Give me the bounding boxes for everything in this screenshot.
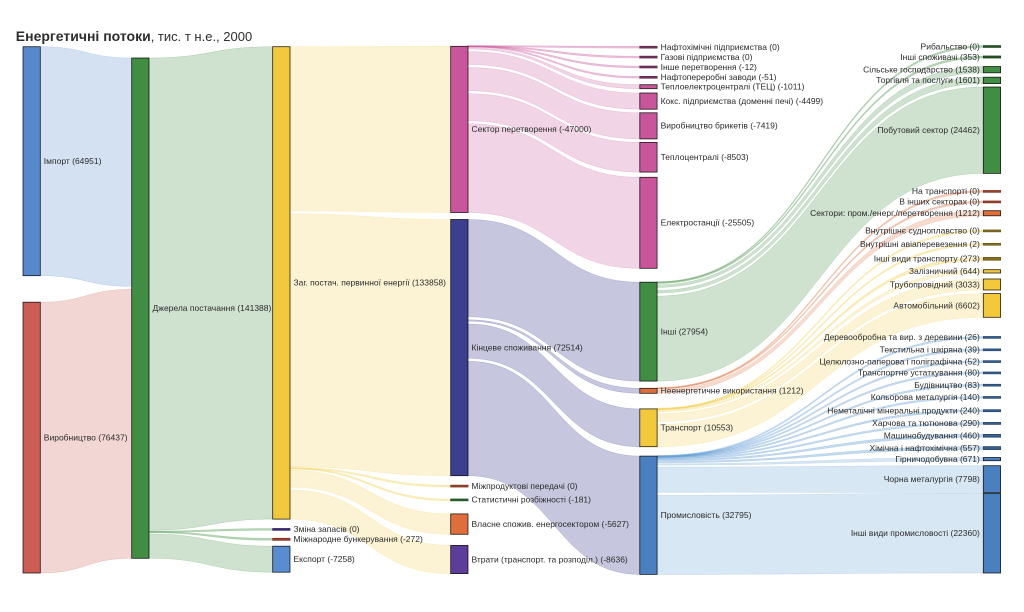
svg-text:Неенергетичне використання (12: Неенергетичне використання (1212) [661,386,804,396]
svg-text:Кольорова металургія (140): Кольорова металургія (140) [871,392,980,402]
svg-text:Виробництво (76437): Виробництво (76437) [44,432,128,442]
svg-text:Інші (27954): Інші (27954) [661,326,709,336]
svg-text:Внутрішнє судноплавство (0): Внутрішнє судноплавство (0) [865,226,980,236]
svg-text:Експорт (-7258): Експорт (-7258) [294,554,355,564]
svg-text:Рибальство (0): Рибальство (0) [921,41,980,51]
svg-text:Заг. постач. первинної енергії: Заг. постач. первинної енергії (133858) [294,278,447,288]
svg-text:Енергетичні потоки, тис. т н.е: Енергетичні потоки, тис. т н.е., 2000 [16,28,252,44]
svg-text:Електростанції (-25505): Електростанції (-25505) [661,218,755,228]
svg-text:Залізничний (644): Залізничний (644) [909,266,980,276]
svg-text:Транспорт (10553): Транспорт (10553) [661,423,734,433]
svg-text:Чорна металургія (7798): Чорна металургія (7798) [884,474,980,484]
svg-text:Сектор перетворення (-47000): Сектор перетворення (-47000) [472,124,592,134]
svg-text:Текстильна і шкіряна (39): Текстильна і шкіряна (39) [880,345,980,355]
svg-text:В інших секторах (0): В інших секторах (0) [899,197,980,207]
svg-text:Машинобудування (460): Машинобудування (460) [884,431,980,441]
svg-text:Будівництво (83): Будівництво (83) [914,380,980,390]
svg-text:Нафтопереробні заводи (-51): Нафтопереробні заводи (-51) [661,72,777,82]
svg-text:Хімічна і нафтохімічна (557): Хімічна і нафтохімічна (557) [869,443,980,453]
svg-text:Газові підприємства (0): Газові підприємства (0) [661,52,753,62]
svg-text:Статистичні розбіжності (-181): Статистичні розбіжності (-181) [472,495,592,505]
svg-text:Внутрішні авіаперевезення (2): Внутрішні авіаперевезення (2) [860,239,980,249]
svg-text:Неметалічні мінеральні продукт: Неметалічні мінеральні продукти (240) [827,405,980,415]
svg-text:Зміна запасів (0): Зміна запасів (0) [294,524,360,534]
svg-text:Промисловість (32795): Промисловість (32795) [661,510,752,520]
svg-text:Міжнародне бункерування (-272): Міжнародне бункерування (-272) [294,534,423,544]
svg-text:Нафтохімічні підприємства (0): Нафтохімічні підприємства (0) [661,42,780,52]
svg-text:Деревообробна та вир. з дереви: Деревообробна та вир. з деревини (26) [824,332,980,342]
svg-text:Кокс. підприємства (доменні пе: Кокс. підприємства (доменні печі) (-4499… [661,96,824,106]
svg-text:Теплоелектроцентралі (ТЕЦ) (-1: Теплоелектроцентралі (ТЕЦ) (-1011) [661,81,805,91]
svg-text:Сектори: пром./енерг./перетвор: Сектори: пром./енерг./перетворення (1212… [810,208,980,218]
svg-text:Інші споживачі (353): Інші споживачі (353) [900,52,980,62]
svg-text:Сільське господарство (1538): Сільське господарство (1538) [863,64,980,74]
svg-text:Виробництво брикетів (-7419): Виробництво брикетів (-7419) [661,121,778,131]
svg-text:Власне спожив. енергосектором: Власне спожив. енергосектором (-5627) [472,519,630,529]
svg-text:Міжпродуктові передачі (0): Міжпродуктові передачі (0) [472,481,578,491]
svg-text:Джерела постачання (141388): Джерела постачання (141388) [153,303,272,313]
svg-text:Інші види промисловості (22360: Інші види промисловості (22360) [851,528,980,538]
svg-text:Транспортне устаткування (80): Транспортне устаткування (80) [858,368,980,378]
svg-text:Харчова та тютюнова (290): Харчова та тютюнова (290) [872,418,980,428]
svg-text:Теплоцентралі (-8503): Теплоцентралі (-8503) [661,152,749,162]
svg-text:Імпорт (64951): Імпорт (64951) [44,156,102,166]
svg-text:Побутовий сектор (24462): Побутовий сектор (24462) [877,125,980,135]
svg-text:Автомобільний (6602): Автомобільний (6602) [893,300,980,310]
svg-text:Торгівля та послуги (1601): Торгівля та послуги (1601) [876,75,980,85]
svg-text:Інше перетворення (-12): Інше перетворення (-12) [661,62,757,72]
svg-text:Целюлозно-паперова і поліграфі: Целюлозно-паперова і поліграфічна (52) [819,356,980,366]
svg-text:Гірничодобувна (671): Гірничодобувна (671) [895,454,980,464]
svg-text:Інші види транспорту (273): Інші види транспорту (273) [874,254,980,264]
svg-text:Втрати (транспорт. та розподіл: Втрати (транспорт. та розподіл.) (-8636) [472,554,628,564]
svg-text:На транспорті (0): На транспорті (0) [912,186,980,196]
svg-text:Трубопровідний (3033): Трубопровідний (3033) [890,279,980,289]
svg-text:Кінцеве споживання (72514): Кінцеве споживання (72514) [472,342,583,352]
